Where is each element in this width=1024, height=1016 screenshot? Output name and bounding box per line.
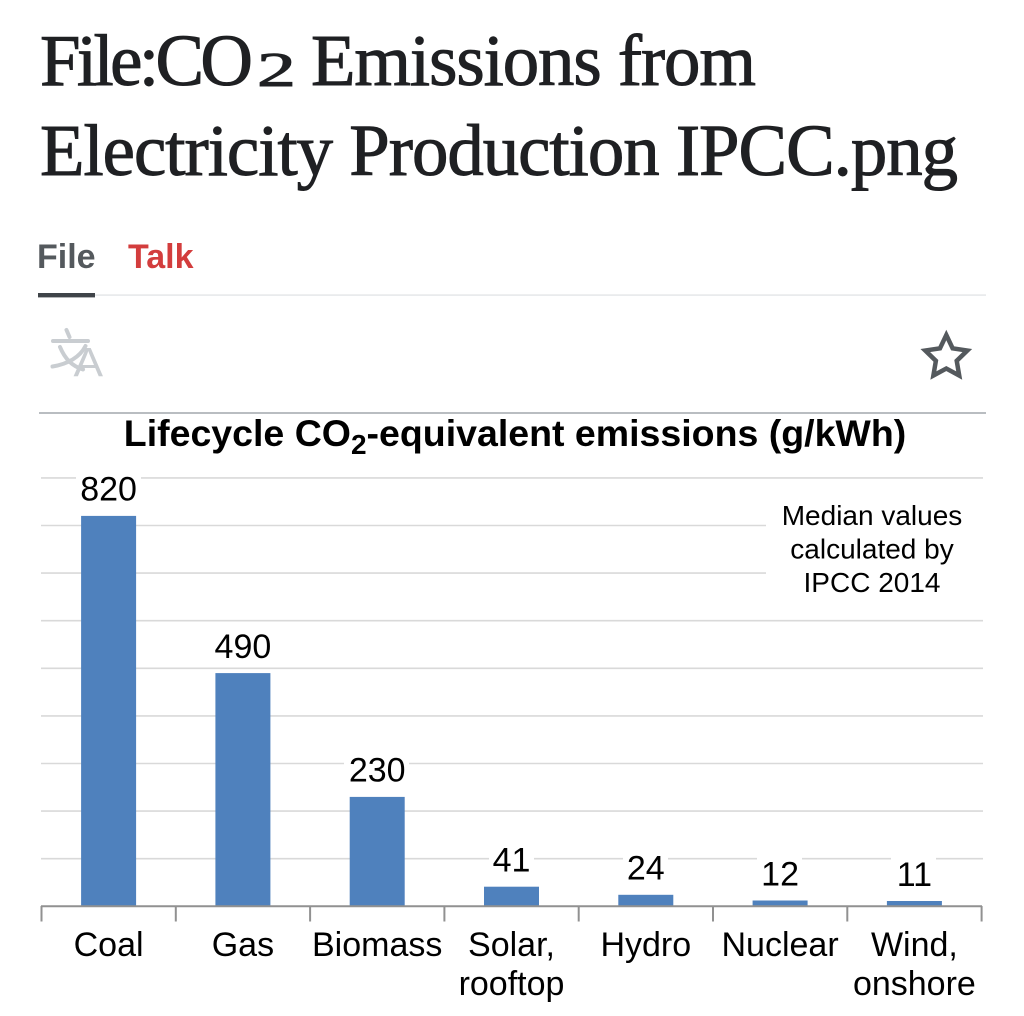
svg-text:Gas: Gas — [212, 926, 274, 964]
svg-text:File:CO: File:CO — [40, 20, 253, 101]
svg-text:A: A — [74, 339, 104, 385]
svg-text:Biomass: Biomass — [312, 926, 442, 964]
svg-text:Emissions from: Emissions from — [311, 20, 756, 101]
svg-text:Electricity Production IPCC.pn: Electricity Production IPCC.png — [40, 110, 958, 191]
svg-text:rooftop: rooftop — [459, 965, 565, 1003]
svg-text:Coal: Coal — [74, 926, 144, 964]
svg-text:820: 820 — [80, 471, 137, 509]
svg-text:230: 230 — [349, 752, 406, 790]
svg-text:Solar,: Solar, — [468, 926, 555, 964]
svg-text:24: 24 — [627, 850, 665, 888]
svg-text:Lifecycle CO2-equivalent emiss: Lifecycle CO2-equivalent emissions (g/kW… — [124, 412, 906, 460]
svg-text:Nuclear: Nuclear — [722, 926, 839, 964]
svg-text:File: File — [37, 238, 96, 276]
svg-text:41: 41 — [493, 842, 531, 880]
svg-text:490: 490 — [215, 628, 272, 666]
svg-text:11: 11 — [897, 856, 932, 894]
svg-text:Talk: Talk — [128, 238, 194, 276]
svg-text:Hydro: Hydro — [600, 926, 691, 964]
svg-text:calculated by: calculated by — [790, 534, 953, 565]
svg-text:onshore: onshore — [853, 965, 976, 1003]
svg-text:IPCC 2014: IPCC 2014 — [804, 567, 941, 598]
svg-text:2: 2 — [257, 43, 296, 97]
svg-text:Median values: Median values — [782, 500, 963, 531]
svg-text:Wind,: Wind, — [871, 926, 958, 964]
svg-text:12: 12 — [761, 855, 799, 893]
